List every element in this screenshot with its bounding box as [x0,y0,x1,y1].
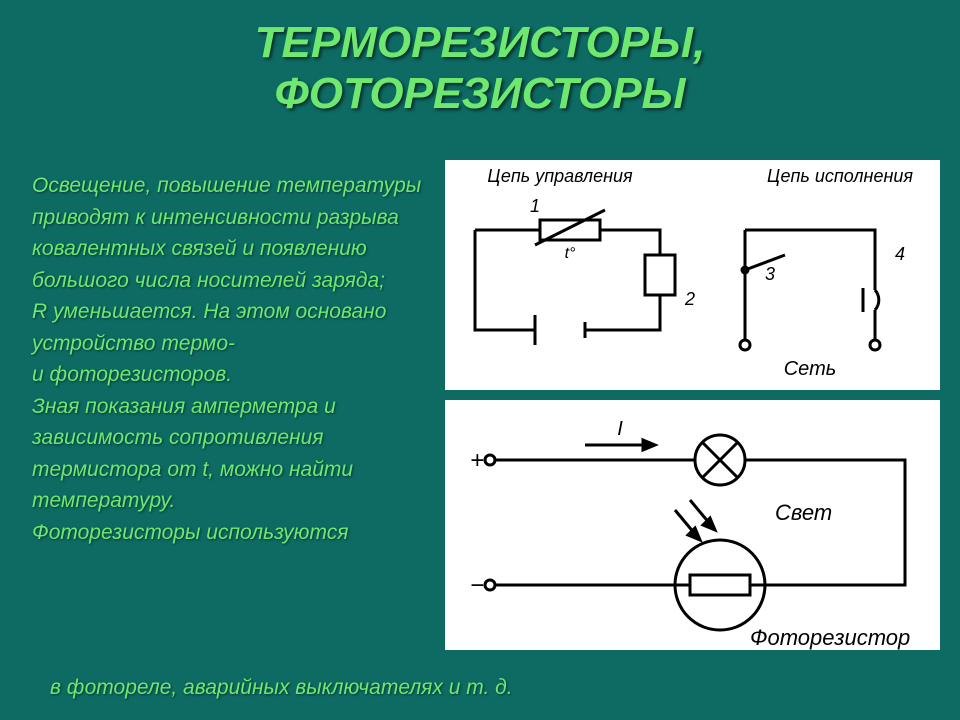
p2c: термо- [161,332,235,355]
title-line1: ТЕРМОРЕЗИСТОРЫ, [0,18,960,69]
p2a: R [32,300,47,323]
label-t: t° [565,245,576,262]
p4: Фоторезисторы используются [32,521,348,544]
circuit-diagram-thermistor: Цепь управления Цепь исполнения t° 1 2 3… [445,160,940,390]
label-right-title: Цепь исполнения [767,166,913,186]
label-2: 2 [684,289,695,309]
label-minus: − [470,572,484,599]
label-left-title: Цепь управления [487,166,633,186]
label-current: I [617,418,623,440]
label-4: 4 [895,244,905,264]
p2d: и [32,363,50,386]
body-text: Освещение, повышение температуры приводя… [32,170,432,548]
slide-title: ТЕРМОРЕЗИСТОРЫ, ФОТОРЕЗИСТОРЫ [0,0,960,119]
title-line2: ФОТОРЕЗИСТОРЫ [0,69,960,120]
label-1: 1 [530,196,540,216]
footer-text: в фотореле, аварийных выключателях и т. … [50,676,513,700]
label-plus: + [470,447,484,474]
circuit-diagram-photoresistor: + − I Свет Фоторезистор [445,400,940,650]
p1: Освещение, повышение температуры приводя… [32,174,421,292]
p2e: фоторезисторов. [50,363,233,386]
label-net: Сеть [784,358,837,380]
label-component: Фоторезистор [750,625,910,650]
label-light: Свет [775,500,832,525]
label-3: 3 [765,264,775,284]
